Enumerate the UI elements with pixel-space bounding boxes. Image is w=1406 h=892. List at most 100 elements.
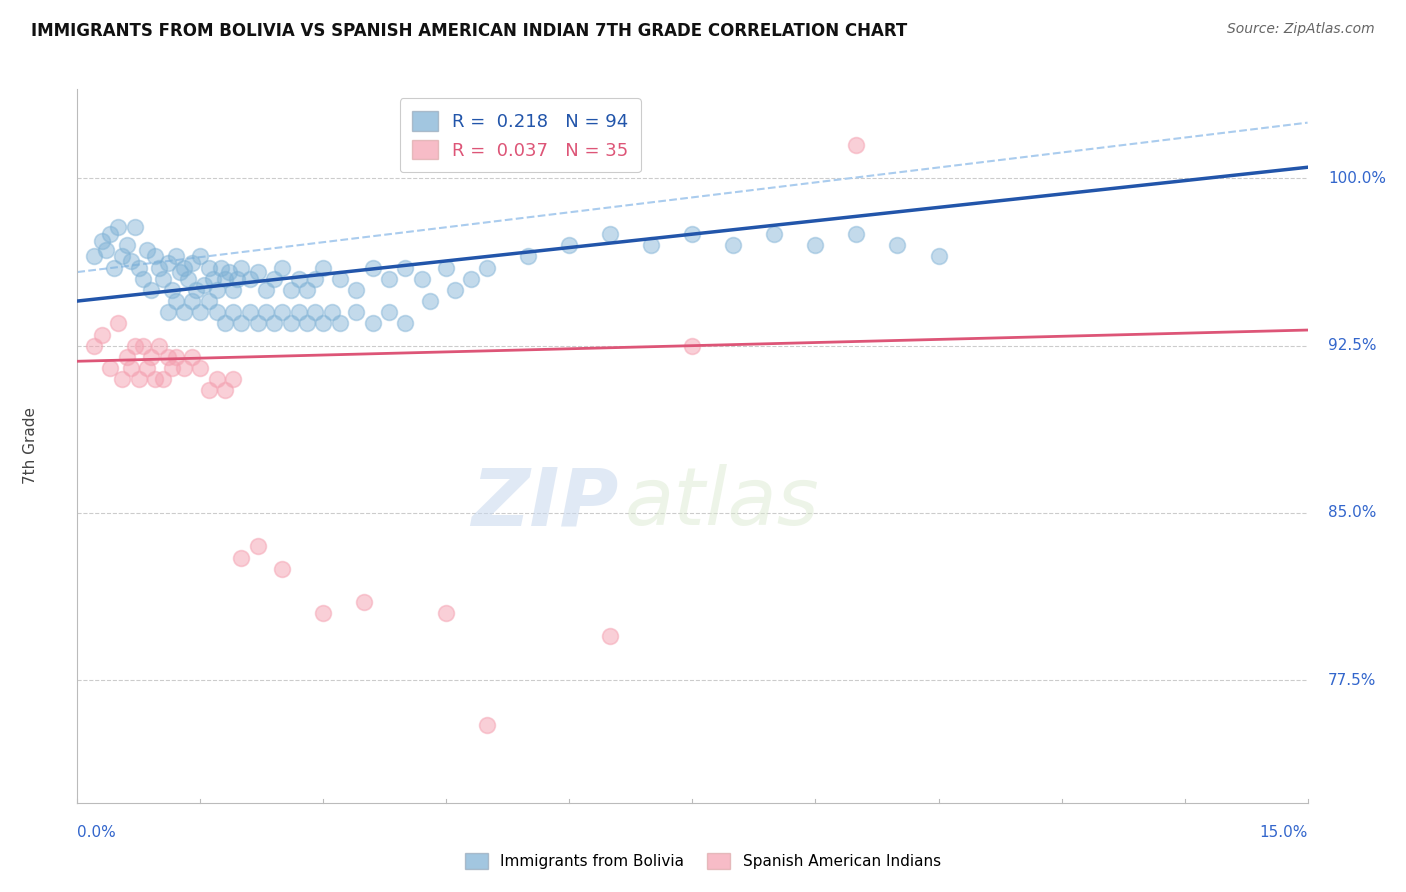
Point	[640, 238, 662, 252]
Point	[214, 384, 236, 398]
Point	[205, 372, 228, 386]
Point	[124, 220, 146, 235]
Text: 85.0%: 85.0%	[1329, 506, 1376, 520]
Point	[148, 260, 170, 275]
Point	[329, 316, 352, 330]
Point	[288, 271, 311, 285]
Point	[165, 350, 187, 364]
Point	[312, 260, 335, 275]
Point	[517, 249, 540, 263]
Point	[218, 265, 240, 279]
Point	[214, 316, 236, 330]
Point	[436, 260, 458, 275]
Point	[361, 316, 384, 330]
Point	[443, 283, 465, 297]
Point	[460, 271, 482, 285]
Point	[141, 283, 163, 297]
Point	[378, 305, 401, 319]
Point	[165, 249, 187, 263]
Point	[115, 350, 138, 364]
Point	[177, 271, 200, 285]
Point	[226, 271, 249, 285]
Point	[254, 305, 277, 319]
Text: 92.5%: 92.5%	[1329, 338, 1376, 353]
Point	[280, 316, 302, 330]
Point	[304, 271, 326, 285]
Point	[394, 316, 416, 330]
Point	[231, 316, 253, 330]
Point	[353, 595, 375, 609]
Point	[152, 372, 174, 386]
Point	[156, 350, 179, 364]
Point	[156, 305, 179, 319]
Point	[98, 227, 121, 242]
Point	[804, 238, 827, 252]
Point	[411, 271, 433, 285]
Text: IMMIGRANTS FROM BOLIVIA VS SPANISH AMERICAN INDIAN 7TH GRADE CORRELATION CHART: IMMIGRANTS FROM BOLIVIA VS SPANISH AMERI…	[31, 22, 907, 40]
Point	[186, 283, 208, 297]
Point	[344, 283, 367, 297]
Point	[94, 243, 117, 257]
Point	[143, 372, 166, 386]
Point	[148, 339, 170, 353]
Point	[436, 607, 458, 621]
Point	[173, 361, 195, 376]
Point	[558, 238, 581, 252]
Point	[222, 372, 245, 386]
Point	[205, 305, 228, 319]
Text: 15.0%: 15.0%	[1260, 825, 1308, 840]
Point	[304, 305, 326, 319]
Point	[107, 220, 129, 235]
Point	[845, 227, 868, 242]
Point	[103, 260, 125, 275]
Text: atlas: atlas	[624, 464, 820, 542]
Point	[160, 361, 183, 376]
Legend: R =  0.218   N = 94, R =  0.037   N = 35: R = 0.218 N = 94, R = 0.037 N = 35	[399, 98, 641, 172]
Point	[128, 260, 150, 275]
Point	[723, 238, 745, 252]
Point	[136, 243, 159, 257]
Point	[271, 305, 294, 319]
Point	[231, 550, 253, 565]
Point	[98, 361, 121, 376]
Point	[329, 271, 352, 285]
Point	[246, 540, 269, 554]
Point	[222, 283, 245, 297]
Point	[271, 562, 294, 576]
Point	[214, 271, 236, 285]
Point	[197, 260, 219, 275]
Text: Source: ZipAtlas.com: Source: ZipAtlas.com	[1227, 22, 1375, 37]
Point	[682, 339, 704, 353]
Point	[143, 249, 166, 263]
Point	[193, 278, 215, 293]
Point	[197, 294, 219, 309]
Point	[263, 271, 285, 285]
Text: 0.0%: 0.0%	[77, 825, 117, 840]
Point	[205, 283, 228, 297]
Point	[90, 327, 114, 342]
Point	[599, 628, 621, 642]
Point	[124, 339, 146, 353]
Point	[239, 305, 262, 319]
Point	[246, 265, 269, 279]
Point	[188, 361, 212, 376]
Point	[246, 316, 269, 330]
Point	[254, 283, 277, 297]
Point	[115, 238, 138, 252]
Point	[188, 305, 212, 319]
Point	[111, 372, 134, 386]
Point	[682, 227, 704, 242]
Point	[201, 271, 224, 285]
Point	[271, 260, 294, 275]
Point	[239, 271, 262, 285]
Point	[312, 316, 335, 330]
Point	[188, 249, 212, 263]
Point	[90, 234, 114, 248]
Point	[321, 305, 343, 319]
Point	[312, 607, 335, 621]
Point	[156, 256, 179, 270]
Point	[111, 249, 134, 263]
Point	[173, 260, 195, 275]
Point	[152, 271, 174, 285]
Point	[295, 316, 318, 330]
